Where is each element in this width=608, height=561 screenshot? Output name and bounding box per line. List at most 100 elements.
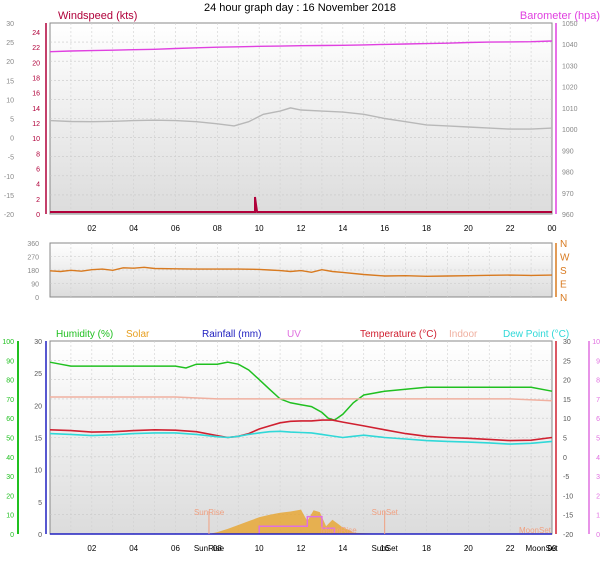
temperature-tick-label: -5 bbox=[563, 474, 569, 481]
humidity-tick-label: 30 bbox=[6, 474, 14, 481]
humidity-tick-label: 100 bbox=[2, 339, 14, 346]
sun-x-label: MoonSet bbox=[526, 544, 559, 553]
temp-x-tick-label: 18 bbox=[422, 544, 431, 553]
compass-label: W bbox=[560, 253, 570, 264]
sun-x-label: SunSet bbox=[372, 544, 399, 553]
wind-x-tick-label: 02 bbox=[87, 224, 96, 233]
uv-tick-label: 9 bbox=[596, 358, 600, 365]
humidity-tick-label: 80 bbox=[6, 378, 14, 385]
legend-item: Dew Point (°C) bbox=[503, 329, 569, 340]
wind-outer-tick-label: 5 bbox=[10, 117, 14, 124]
temperature-tick-label: 30 bbox=[563, 339, 571, 346]
wind-outer-tick-label: 0 bbox=[10, 136, 14, 143]
barometer-tick-label: 1040 bbox=[562, 42, 578, 49]
direction-tick-label: 90 bbox=[31, 282, 39, 289]
wind-x-tick-label: 14 bbox=[338, 224, 347, 233]
temp-x-tick-label: 10 bbox=[255, 544, 264, 553]
temperature-tick-label: 20 bbox=[563, 378, 571, 385]
humidity-line bbox=[49, 361, 553, 421]
temperature-tick-label: 25 bbox=[563, 358, 571, 365]
direction-tick-label: 270 bbox=[27, 255, 39, 262]
temperature-tick-label: 15 bbox=[563, 397, 571, 404]
humidity-tick-label: 0 bbox=[10, 532, 14, 539]
direction-tick-label: 0 bbox=[35, 295, 39, 302]
solar-tick-label: 10 bbox=[34, 468, 42, 475]
temperature-tick-label: 0 bbox=[563, 455, 567, 462]
temp-x-tick-label: 06 bbox=[171, 544, 180, 553]
wind-outer-tick-label: -5 bbox=[8, 155, 14, 162]
uv-tick-label: 2 bbox=[596, 493, 600, 500]
wind-inner-tick-label: 18 bbox=[32, 76, 40, 83]
humidity-tick-label: 90 bbox=[6, 358, 14, 365]
wind-outer-tick-label: -10 bbox=[4, 174, 14, 181]
wind-outer-tick-label: 30 bbox=[6, 21, 14, 28]
barometer-tick-label: 960 bbox=[562, 212, 574, 219]
wind-inner-tick-label: 8 bbox=[36, 151, 40, 158]
windspeed-axis-label: Windspeed (kts) bbox=[58, 10, 137, 22]
compass-label: N bbox=[560, 239, 567, 250]
solar-tick-label: 15 bbox=[34, 436, 42, 443]
barometer-line bbox=[49, 40, 553, 53]
wind-outer-tick-label: 25 bbox=[6, 40, 14, 47]
wind-x-tick-label: 08 bbox=[213, 224, 222, 233]
wind-x-tick-label: 16 bbox=[380, 224, 389, 233]
compass-label: E bbox=[560, 280, 567, 291]
uv-tick-label: 5 bbox=[596, 436, 600, 443]
wind-x-tick-label: 18 bbox=[422, 224, 431, 233]
legend-item: Rainfall (mm) bbox=[202, 329, 261, 340]
moonset-annotation: MoonSet bbox=[519, 526, 552, 535]
sunset-annotation: SunSet bbox=[372, 508, 399, 517]
legend-item: Solar bbox=[126, 329, 150, 340]
wind-x-tick-label: 00 bbox=[548, 224, 557, 233]
temp-x-tick-label: 20 bbox=[464, 544, 473, 553]
wind-inner-tick-label: 6 bbox=[36, 167, 40, 174]
wind-x-tick-label: 10 bbox=[255, 224, 264, 233]
wind-outer-tick-label: 20 bbox=[6, 59, 14, 66]
barometer-tick-label: 1000 bbox=[562, 127, 578, 134]
barometer-tick-label: 1050 bbox=[562, 21, 578, 28]
legend-item: Temperature (°C) bbox=[360, 329, 437, 340]
graph-title: 24 hour graph day : 16 November 2018 bbox=[204, 2, 396, 14]
direction-tick-label: 180 bbox=[27, 268, 39, 275]
wind-inner-tick-label: 20 bbox=[32, 60, 40, 67]
wind-inner-tick-label: 0 bbox=[36, 212, 40, 219]
barometer-tick-label: 970 bbox=[562, 191, 574, 198]
uv-tick-label: 4 bbox=[596, 455, 600, 462]
windspeed-line bbox=[50, 196, 552, 213]
moonrise-annotation: MoonRise bbox=[321, 526, 358, 535]
wind-average-line bbox=[49, 107, 553, 130]
barometer-tick-label: 1020 bbox=[562, 85, 578, 92]
wind-x-tick-label: 06 bbox=[171, 224, 180, 233]
wind-inner-tick-label: 22 bbox=[32, 45, 40, 52]
barometer-tick-label: 980 bbox=[562, 170, 574, 177]
wind-inner-tick-label: 16 bbox=[32, 91, 40, 98]
humidity-tick-label: 40 bbox=[6, 455, 14, 462]
wind-outer-tick-label: -15 bbox=[4, 193, 14, 200]
wind-outer-tick-label: 15 bbox=[6, 78, 14, 85]
legend-item: UV bbox=[287, 329, 301, 340]
temp-x-tick-label: 14 bbox=[338, 544, 347, 553]
dewpoint-line bbox=[49, 430, 553, 445]
temp-x-tick-label: 02 bbox=[87, 544, 96, 553]
uv-line bbox=[258, 515, 336, 534]
uv-tick-label: 6 bbox=[596, 416, 600, 423]
wind-x-tick-label: 12 bbox=[297, 224, 306, 233]
humidity-tick-label: 50 bbox=[6, 436, 14, 443]
uv-tick-label: 8 bbox=[596, 378, 600, 385]
wind-x-tick-label: 20 bbox=[464, 224, 473, 233]
temperature-tick-label: 10 bbox=[563, 416, 571, 423]
humidity-tick-label: 20 bbox=[6, 493, 14, 500]
direction-tick-label: 360 bbox=[27, 241, 39, 248]
compass-label: S bbox=[560, 266, 567, 277]
humidity-tick-label: 10 bbox=[6, 513, 14, 520]
wind-inner-tick-label: 2 bbox=[36, 197, 40, 204]
temp-x-tick-label: 16 bbox=[380, 544, 389, 553]
wind-outer-tick-label: -20 bbox=[4, 212, 14, 219]
wind-outer-tick-label: 10 bbox=[6, 97, 14, 104]
wind-panel-frame bbox=[49, 22, 553, 215]
uv-tick-label: 10 bbox=[592, 339, 600, 346]
temperature-tick-label: -15 bbox=[563, 513, 573, 520]
temp-x-tick-label: 12 bbox=[297, 544, 306, 553]
barometer-axis-label: Barometer (hpa) bbox=[520, 10, 600, 22]
